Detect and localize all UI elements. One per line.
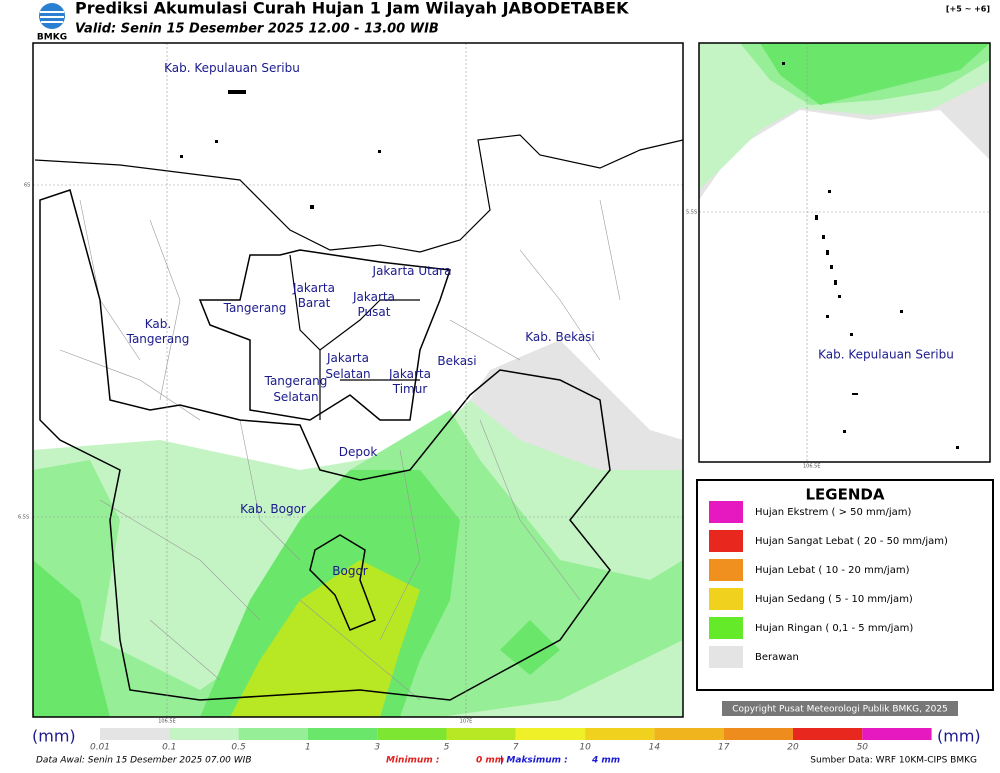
region-label: Kab. Bogor [240,502,306,516]
legend-label: Hujan Ekstrem ( > 50 mm/jam) [755,507,912,518]
scale-unit: (mm) [937,727,981,746]
scale-segment [793,728,863,740]
scale-tick-label: 14 [649,743,661,753]
map-labels: Kab. Kepulauan Seribu Jakarta Utara Jaka… [126,61,595,578]
scale-segment [307,728,378,740]
scale-tick-label: 50 [857,743,869,753]
region-label: Kab. Tangerang [126,317,190,346]
inset-map [698,42,991,463]
scale-unit: (mm) [32,727,76,746]
region-label: Bekasi [437,354,476,368]
grid-label: 107E [460,719,473,725]
scale-segment [654,728,724,740]
region-label: Tangerang Selatan [264,374,328,404]
grid-label: 6S [24,183,30,189]
logo-text: BMKG [37,33,67,43]
scale-segment [169,728,239,740]
scale-segment [723,728,793,740]
copyright-box [722,701,958,716]
legend-title: LEGENDA [806,486,885,504]
subtitle: Valid: Senin 15 Desember 2025 12.00 - 13… [75,22,439,37]
region-label: Kab. Bekasi [525,330,595,344]
grid-label: 106.5E [158,719,175,725]
legend-label: Hujan Ringan ( 0,1 - 5 mm/jam) [755,623,913,634]
legend-swatch [709,530,743,552]
scale-tick-label: 5 [444,743,450,753]
copyright: Copyright Pusat Meteorologi Publik BMKG,… [732,705,948,715]
min-label: Minimum : [386,756,439,766]
inset-label: Kab. Kepulauan Seribu [818,348,954,362]
color-scale: 0.01 0.1 0.5 1 3 5 7 10 14 17 20 50 [90,728,932,753]
legend-label: Hujan Lebat ( 10 - 20 mm/jam) [755,565,910,576]
max-value: 4 mm [591,756,620,766]
region-label: Jakarta Barat [292,281,335,310]
max-label: | Maksimum : [500,756,568,766]
region-label: Tangerang [223,301,287,315]
source: Sumber Data: WRF 10KM-CIPS BMKG [810,756,977,766]
scale-tick-label: 0.5 [231,743,246,753]
scale-tick-label: 7 [513,743,519,753]
region-label: Jakarta Utara [372,264,452,278]
scale-segment [862,728,932,740]
grid-label: 106.5E [803,464,820,470]
region-label: Jakarta Pusat [352,290,395,319]
scale-tick-label: 0.01 [90,743,110,753]
legend-swatch [709,588,743,610]
title: Prediksi Akumulasi Curah Hujan 1 Jam Wil… [75,0,629,18]
region-label: Bogor [332,564,368,578]
scale-segment [100,728,170,740]
data-awal: Data Awal: Senin 15 Desember 2025 07.00 … [36,756,252,766]
scale-segment [377,728,447,740]
scale-segment [238,728,308,740]
scale-tick-label: 10 [579,743,591,753]
legend-swatch [709,501,743,523]
scale-tick-label: 0.1 [162,743,176,753]
scale-segment [446,728,516,740]
legend-label: Hujan Sedang ( 5 - 10 mm/jam) [755,594,913,605]
scale-tick-label: 20 [787,743,799,753]
grid-label: 6.5S [18,515,29,521]
legend-swatch [709,646,743,668]
offset: [+5 ~ +6] [946,5,990,14]
grid-label: 5.5S [686,210,697,216]
legend-label: Berawan [755,652,799,663]
main-map [32,42,684,718]
scale-tick-label: 3 [374,743,380,753]
legend-label: Hujan Sangat Lebat ( 20 - 50 mm/jam) [755,536,948,547]
region-label: Jakarta Selatan [325,351,370,381]
legend-swatch [709,617,743,639]
scale-segment [515,728,586,740]
region-label: Depok [339,445,378,459]
legend-swatch [709,559,743,581]
scale-tick-label: 17 [718,743,730,753]
scale-segment [585,728,655,740]
region-label: Jakarta Timur [388,367,431,396]
min-value: 0 mm [476,756,504,766]
scale-tick-label: 1 [305,743,311,753]
logo [39,3,65,29]
legend: LEGENDA Hujan Ekstrem ( > 50 mm/jam) Huja… [696,479,994,691]
region-label: Kab. Kepulauan Seribu [164,61,300,75]
